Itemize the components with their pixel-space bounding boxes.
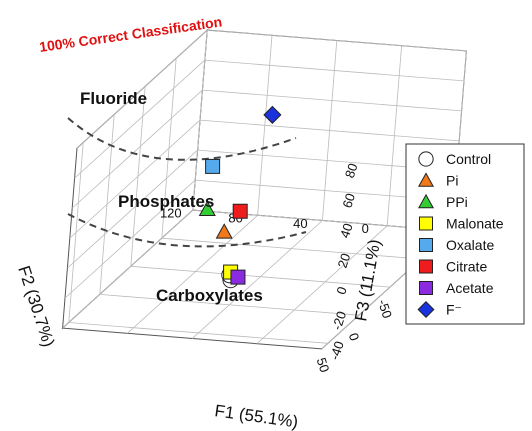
legend-entry-label: Malonate — [446, 216, 504, 232]
divider-fluoride-phosphates — [67, 117, 297, 161]
grid-line — [62, 209, 194, 329]
data-point-oxalate — [205, 158, 221, 174]
data-point-ppi — [198, 200, 216, 217]
z-tick-label: -40 — [327, 339, 347, 362]
legend-entry-label: PPi — [446, 194, 468, 210]
grid-line — [130, 265, 391, 288]
legend-marker-malonate — [419, 216, 433, 231]
grid-line — [68, 142, 84, 323]
z-tick-label: 0 — [333, 285, 350, 297]
grid-line — [161, 58, 177, 239]
group-dividers — [67, 117, 307, 248]
x-tick-label: 50 — [314, 356, 333, 374]
y-tick-label: 120 — [160, 206, 182, 221]
x-axis-label: F1 (55.1%) — [213, 401, 299, 431]
z-tick-label: 80 — [342, 161, 361, 179]
grid-line — [76, 29, 208, 149]
legend-entry-label: Citrate — [446, 259, 487, 275]
x-tick-label: 0 — [346, 331, 363, 343]
y-tick-label: 40 — [293, 216, 307, 231]
data-point-pi — [215, 223, 233, 239]
legend-entry-label: Acetate — [446, 280, 494, 296]
grid-line — [99, 294, 360, 316]
group-label-carboxylates: Carboxylates — [156, 286, 263, 305]
grid-line — [64, 179, 196, 299]
grid-line — [127, 215, 258, 334]
legend-marker-acetate — [419, 281, 433, 295]
data-point-acetate — [230, 269, 246, 285]
grid-line — [192, 30, 208, 211]
y-axis-label: F2 (30.7%) — [14, 263, 58, 349]
grid-line — [69, 119, 201, 239]
grid-line — [71, 89, 203, 209]
grid-line — [322, 40, 338, 221]
z-tick-label: 60 — [339, 191, 358, 209]
grid-line — [130, 86, 146, 267]
grid-line — [99, 114, 115, 295]
grid-line — [256, 225, 388, 345]
grid-line — [68, 322, 329, 344]
data-point-citrate — [232, 203, 248, 219]
legend-entry-label: F⁻ — [446, 302, 462, 318]
grid-line — [161, 237, 422, 260]
grid-lines — [62, 29, 467, 350]
grid-line — [191, 220, 323, 339]
data-point-f — [263, 105, 282, 124]
z-tick-label: -20 — [329, 309, 349, 332]
grid-line — [386, 45, 402, 226]
x-tick-label: -50 — [375, 298, 395, 321]
legend-entry-label: Oxalate — [446, 237, 494, 253]
group-label-phosphates: Phosphates — [118, 192, 214, 211]
legend-frame — [405, 143, 525, 325]
data-points — [198, 105, 282, 289]
divider-phosphates-carboxylates — [67, 213, 307, 248]
z-tick-label: 20 — [335, 251, 354, 269]
legend-marker-oxalate — [419, 238, 433, 252]
legend-marker-control — [418, 151, 434, 167]
legend-entry-label: Pi — [446, 173, 458, 189]
legend: Control Pi PPi Malonate Oxalate Citrate Acetat… — [405, 143, 525, 325]
grid-line — [67, 149, 198, 269]
legend-marker-citrate — [419, 259, 433, 274]
grid-line — [257, 35, 273, 216]
y-tick-label: 0 — [362, 221, 369, 236]
z-tick-label: 40 — [337, 221, 356, 239]
legend-marker-pi — [418, 172, 434, 187]
group-label-fluoride: Fluoride — [80, 89, 147, 108]
legend-marker-ppi — [418, 193, 434, 209]
legend-entry-label: Control — [446, 151, 491, 167]
grid-line — [74, 59, 206, 179]
legend-marker-f — [417, 300, 435, 319]
